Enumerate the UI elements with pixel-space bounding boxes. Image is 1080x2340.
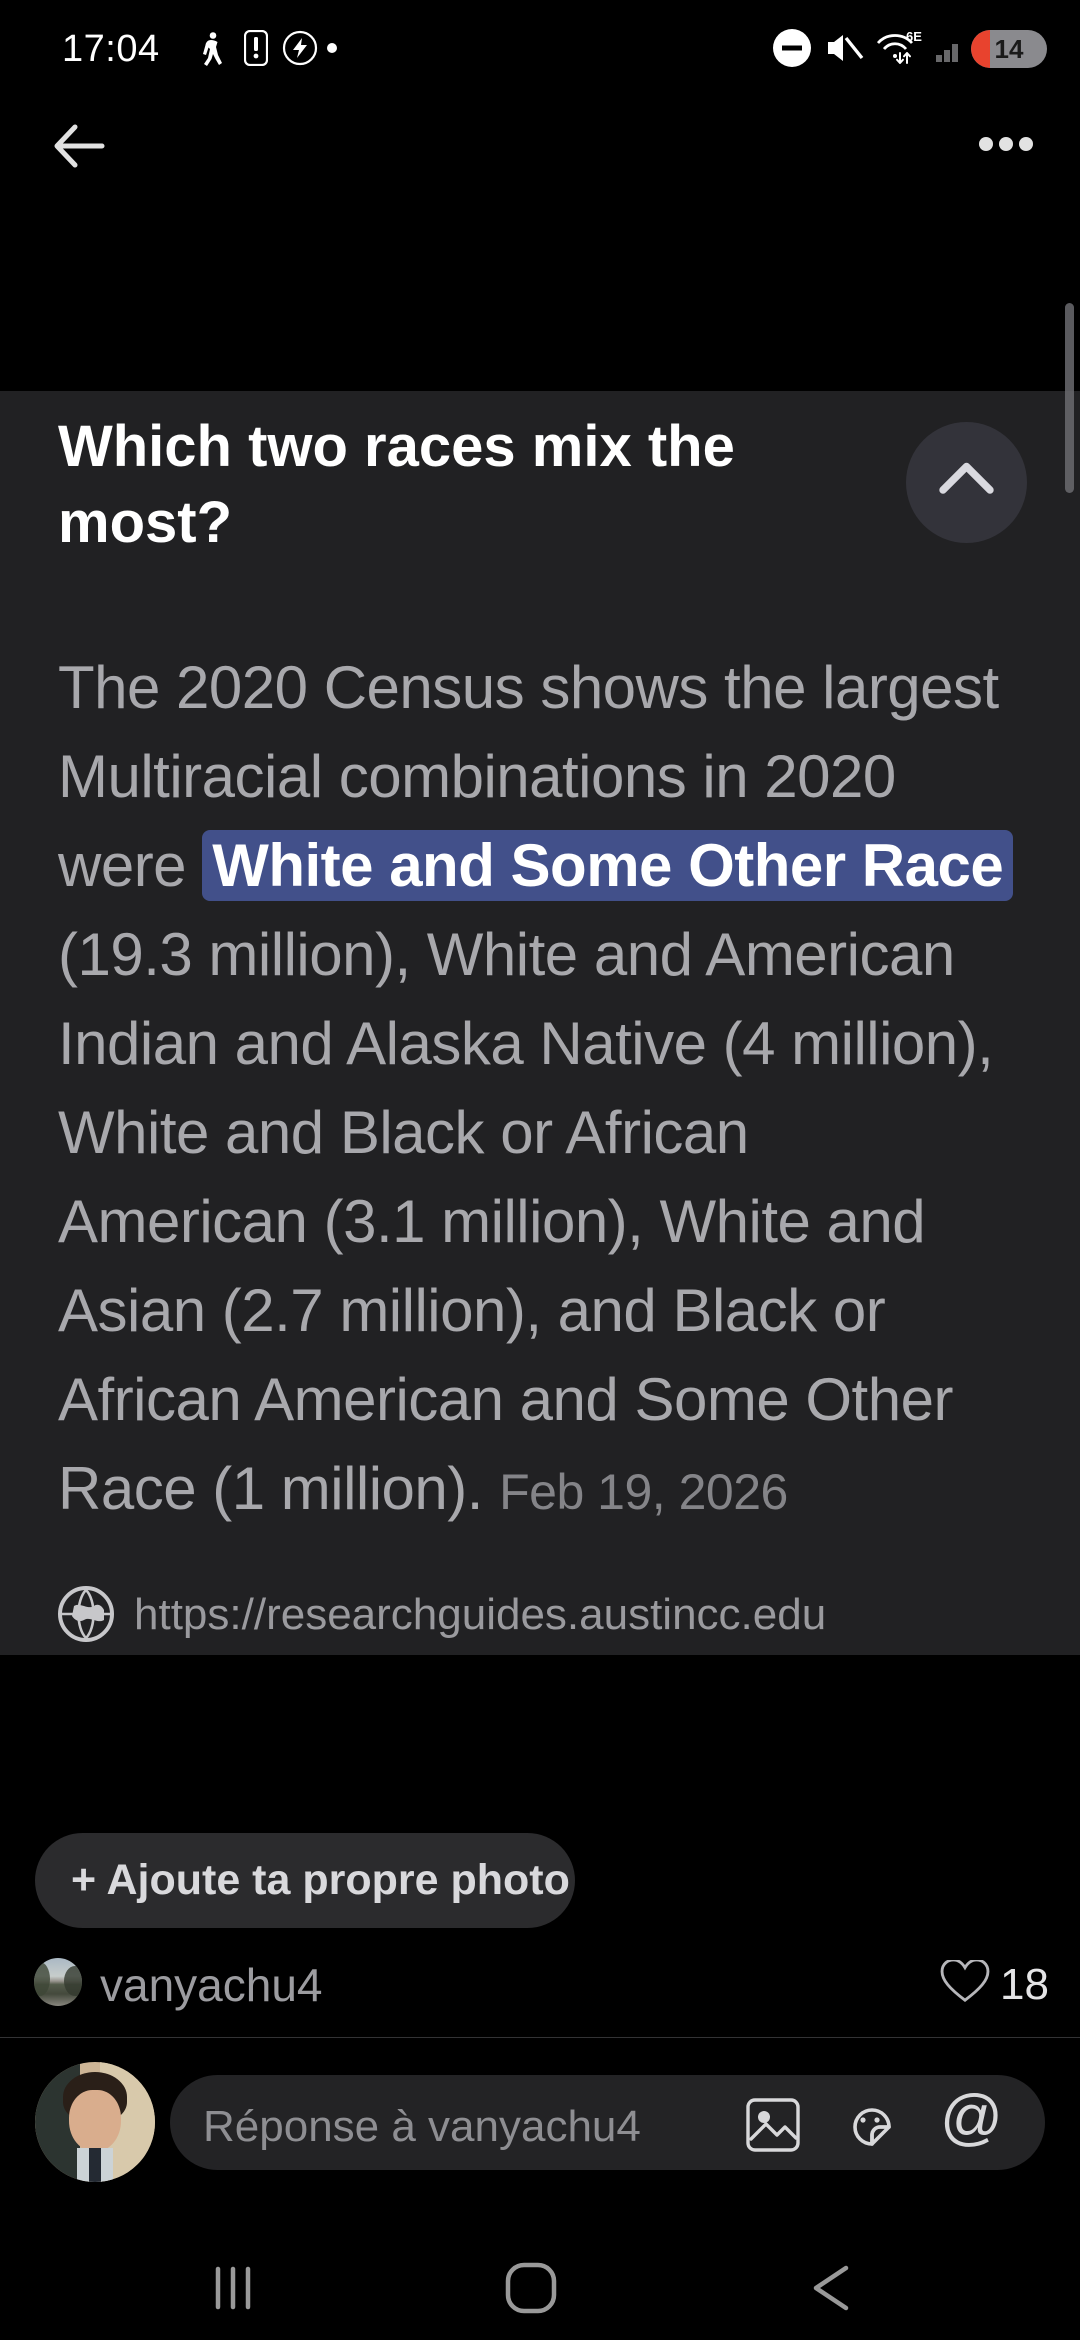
svg-text:6E: 6E (906, 29, 922, 44)
